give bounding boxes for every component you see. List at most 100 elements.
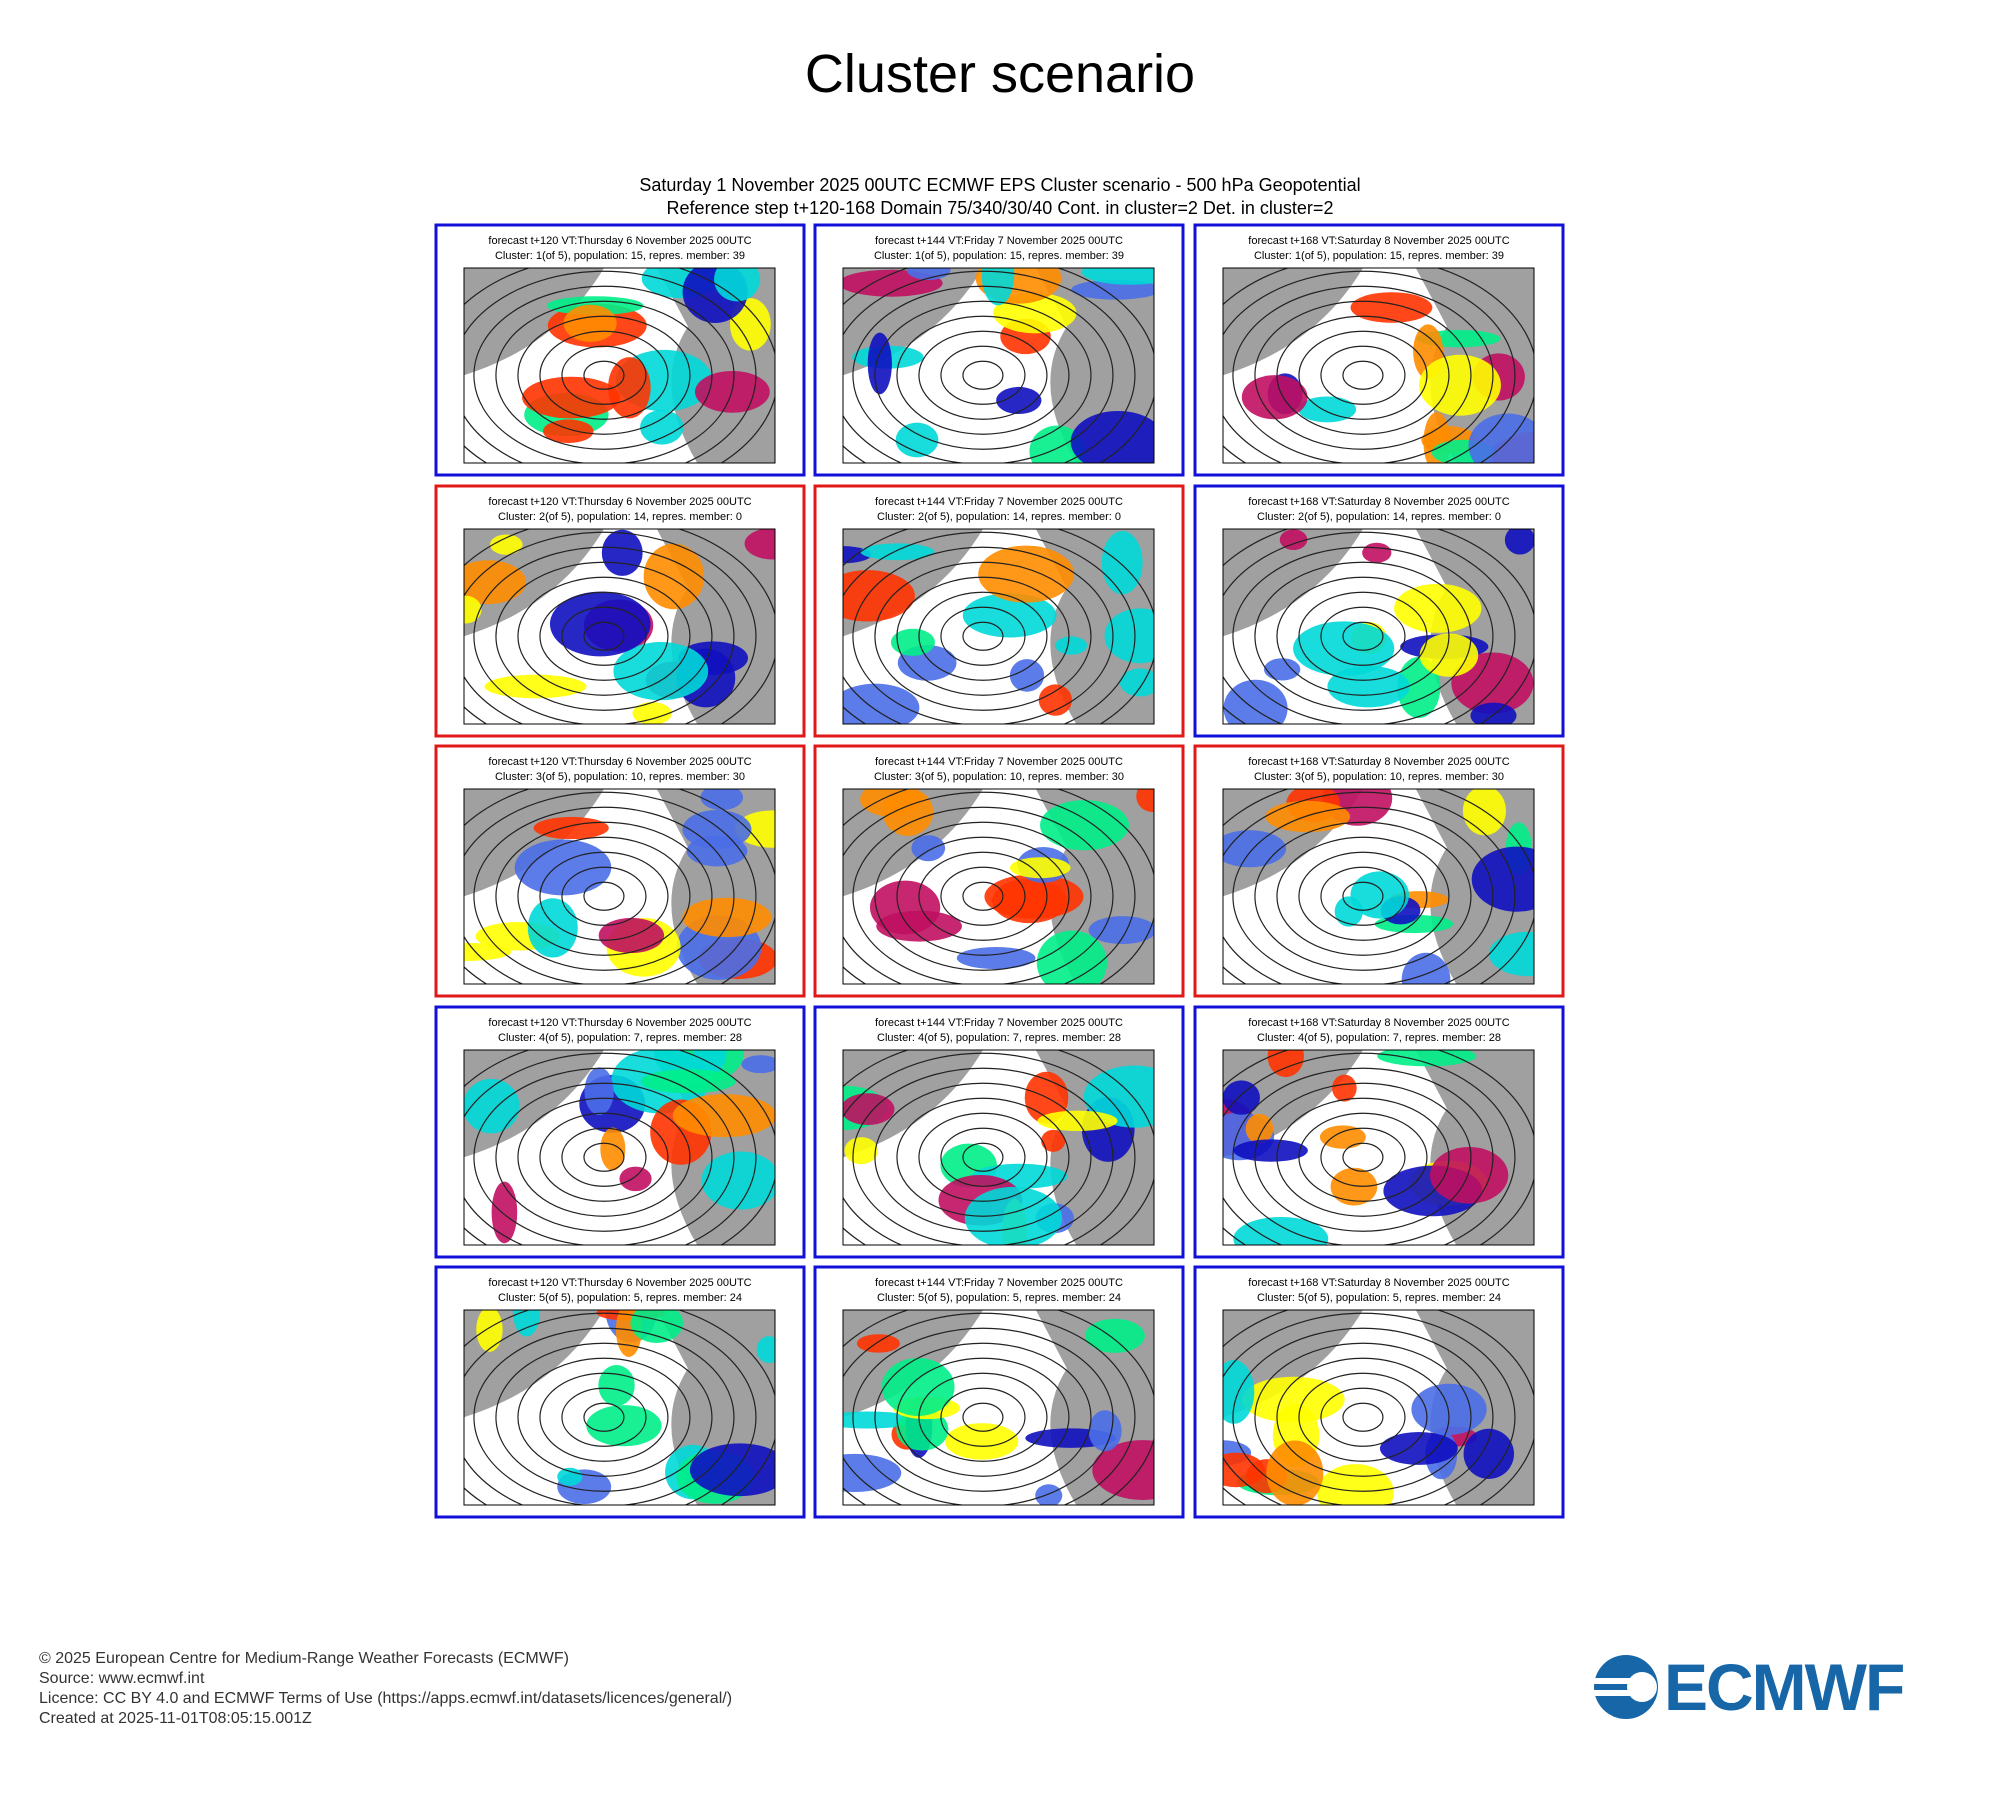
cluster-panel: forecast t+144 VT:Friday 7 November 2025… — [813, 484, 1185, 738]
cluster-panel: forecast t+144 VT:Friday 7 November 2025… — [813, 1005, 1185, 1259]
contour — [495, 821, 713, 971]
contour — [539, 1372, 669, 1462]
panel-grid: forecast t+120 VT:Thursday 6 November 20… — [434, 223, 1565, 1519]
panel-header: forecast t+168 VT:Saturday 8 November 20… — [1248, 756, 1509, 768]
forecast-map — [1223, 1310, 1534, 1505]
contour — [874, 561, 1092, 711]
anomaly-blob — [741, 1055, 775, 1074]
ecmwf-logo: ECMWF — [1592, 1650, 1905, 1724]
anomaly-blob — [695, 370, 770, 413]
map-border — [842, 1309, 1155, 1506]
forecast-map — [1223, 1050, 1534, 1245]
map-border — [463, 1049, 776, 1246]
anomaly-blob — [869, 880, 941, 935]
anomaly-blob — [1035, 1484, 1063, 1505]
contour — [1223, 791, 1516, 984]
contour — [1320, 1127, 1406, 1187]
map-border — [842, 528, 1155, 725]
land — [843, 789, 983, 897]
contour — [583, 360, 625, 390]
contour — [1232, 806, 1494, 984]
anomaly-blob — [1316, 1464, 1394, 1505]
anomaly-blob — [945, 1423, 1019, 1460]
contour — [874, 300, 1092, 450]
panel-header: Cluster: 3(of 5), population: 10, repres… — [874, 771, 1124, 783]
contour — [473, 285, 735, 463]
forecast-map — [464, 1050, 775, 1245]
contour — [1223, 1312, 1516, 1505]
cluster-panel: forecast t+120 VT:Thursday 6 November 20… — [434, 1265, 806, 1519]
contour — [495, 1082, 713, 1232]
forecast-map — [464, 1310, 775, 1505]
anomaly-blob — [1293, 621, 1395, 676]
anomaly-blob — [1245, 1113, 1274, 1144]
forecast-map — [464, 268, 775, 463]
contour — [464, 531, 757, 724]
forecast-map — [464, 789, 775, 984]
anomaly-blob — [1419, 354, 1501, 416]
cluster-panel: forecast t+120 VT:Thursday 6 November 20… — [434, 1005, 806, 1259]
land — [464, 529, 604, 637]
contour — [852, 806, 1114, 984]
anomaly-blob — [1504, 529, 1534, 555]
contour — [561, 345, 647, 405]
panel-header: forecast t+144 VT:Friday 7 November 2025… — [875, 1017, 1123, 1029]
anomaly-blob — [619, 1166, 652, 1192]
map-border — [1222, 267, 1535, 464]
anomaly-blob — [1241, 1376, 1345, 1423]
anomaly-blob — [714, 268, 760, 302]
anomaly-blob — [867, 332, 892, 395]
contour — [918, 1112, 1048, 1202]
footer: © 2025 European Centre for Medium-Range … — [39, 1650, 732, 1727]
panel-header: Cluster: 2(of 5), population: 14, repres… — [498, 511, 742, 523]
contour — [843, 1052, 1136, 1245]
anomaly-blob — [1319, 1125, 1366, 1149]
anomaly-blob — [1223, 679, 1288, 724]
panel-header: forecast t+144 VT:Friday 7 November 2025… — [875, 496, 1123, 508]
forecast-map — [1223, 789, 1534, 984]
contour — [940, 1387, 1026, 1447]
anomaly-blob — [1136, 789, 1154, 812]
anomaly-blob — [1092, 1440, 1154, 1500]
forecast-map — [843, 789, 1154, 984]
contour — [583, 621, 625, 651]
anomaly-blob — [491, 1181, 518, 1244]
anomaly-blob — [600, 1127, 626, 1171]
panel-header: Cluster: 1(of 5), population: 15, repres… — [874, 250, 1124, 262]
contour — [1232, 1327, 1494, 1505]
contour — [940, 606, 1026, 666]
contour — [1223, 531, 1516, 724]
anomaly-blob — [643, 543, 705, 610]
anomaly-blob — [1104, 608, 1154, 664]
anomaly-blob — [1401, 952, 1451, 984]
anomaly-blob — [1263, 658, 1301, 681]
anomaly-blob — [1083, 1065, 1154, 1128]
anomaly-blob — [1084, 1318, 1145, 1353]
anomaly-blob — [996, 386, 1042, 415]
anomaly-blob — [1350, 292, 1433, 323]
logo-cutout — [1627, 1672, 1657, 1702]
contour — [517, 1097, 691, 1217]
cluster-panel: forecast t+144 VT:Friday 7 November 2025… — [813, 223, 1185, 477]
anomaly-blob — [1397, 656, 1441, 719]
footer-line: Created at 2025-11-01T08:05:15.001Z — [39, 1710, 312, 1727]
anomaly-blob — [843, 570, 915, 622]
panel-header: forecast t+144 VT:Friday 7 November 2025… — [875, 1277, 1123, 1289]
contour — [539, 330, 669, 420]
contour — [1320, 606, 1406, 666]
contour — [473, 1067, 735, 1245]
cluster-panel: forecast t+120 VT:Thursday 6 November 20… — [434, 484, 806, 738]
cluster-panel: forecast t+168 VT:Saturday 8 November 20… — [1193, 223, 1565, 477]
contour — [583, 1402, 625, 1432]
contour — [1320, 345, 1406, 405]
figure-subtitle: Reference step t+120-168 Domain 75/340/3… — [667, 198, 1334, 218]
panel-header: Cluster: 5(of 5), population: 5, repres.… — [498, 1292, 742, 1304]
contour — [852, 1067, 1114, 1245]
cluster-panel: forecast t+168 VT:Saturday 8 November 20… — [1193, 744, 1565, 998]
anomaly-blob — [756, 1336, 775, 1363]
anomaly-blob — [1233, 1216, 1329, 1245]
panel-header: Cluster: 1(of 5), population: 15, repres… — [1254, 250, 1504, 262]
panel-header: forecast t+120 VT:Thursday 6 November 20… — [488, 1017, 751, 1029]
contour — [464, 1052, 757, 1245]
contour — [1320, 1387, 1406, 1447]
